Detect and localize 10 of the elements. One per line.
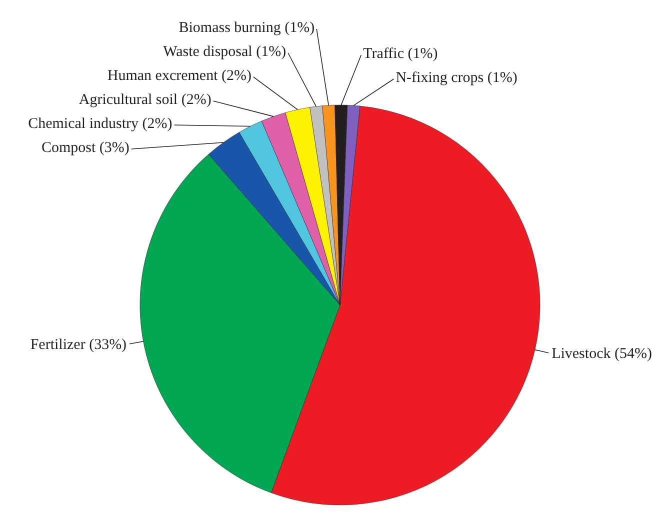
slice-label: Livestock (54%) xyxy=(552,346,652,362)
slice-label: Traffic (1%) xyxy=(363,46,438,62)
slice-label: Biomass burning (1%) xyxy=(178,20,315,36)
slice-label: Chemical industry (2%) xyxy=(28,116,172,132)
slice-label: Human excrement (2%) xyxy=(107,68,252,84)
slice-label: Waste disposal (1%) xyxy=(163,44,286,60)
slice-label: N-fixing crops (1%) xyxy=(396,70,518,86)
slice-label: Fertilizer (33%) xyxy=(30,336,127,353)
slice-label: Agricultural soil (2%) xyxy=(78,92,212,108)
slice-label: Compost (3%) xyxy=(41,140,130,156)
